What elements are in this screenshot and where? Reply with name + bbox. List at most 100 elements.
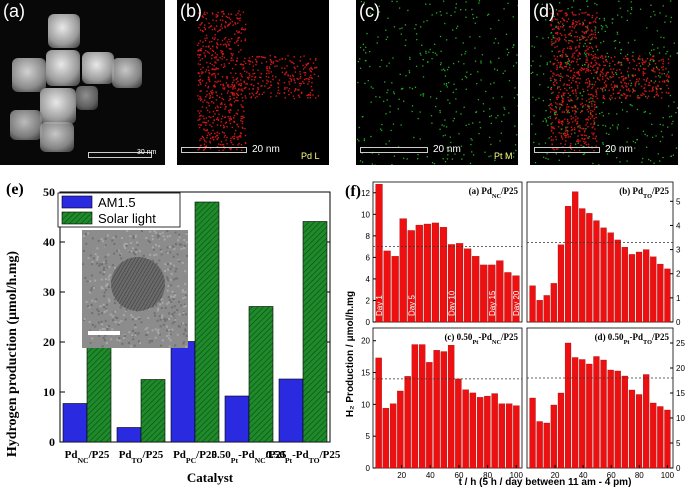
- bar: [557, 392, 565, 469]
- bar: [536, 421, 543, 469]
- bar: [383, 250, 391, 323]
- bar: [440, 351, 448, 469]
- y-tick-label: 2: [676, 270, 681, 279]
- day-annotation: Day 20: [512, 290, 521, 316]
- bar: [382, 408, 390, 469]
- bar: [657, 263, 664, 323]
- panel-label: (d): [533, 1, 555, 21]
- bar-solar: [194, 201, 220, 443]
- bar: [635, 251, 643, 323]
- legend-swatch-solar: [61, 211, 93, 225]
- y-tick-label: 0: [676, 318, 681, 327]
- legend-label: Solar light: [98, 211, 156, 226]
- panel-d-overlay-map: (d) 20 nm: [530, 0, 678, 165]
- y-tick-label: 8: [366, 232, 371, 241]
- bar: [586, 213, 593, 323]
- subplot-label: (a) PdNC/P25: [469, 186, 519, 200]
- panel-b-pd-map: (b) 20 nm Pd L: [177, 0, 329, 165]
- y-tick-label: 50: [43, 185, 55, 199]
- bar: [480, 264, 488, 323]
- bar-solar: [248, 306, 274, 443]
- panel-a-stem-image: (a) 30 nm: [0, 0, 165, 165]
- scale-bar: [88, 152, 152, 158]
- scale-text: 20 nm: [252, 144, 280, 155]
- pt-elemental-map: [356, 0, 518, 165]
- x-tick-label: 60: [607, 471, 616, 480]
- bar: [456, 243, 464, 323]
- bar: [411, 344, 419, 469]
- bar: [657, 406, 664, 469]
- bar: [423, 223, 431, 323]
- y-tick-label: 15: [361, 369, 370, 378]
- bar-solar: [140, 379, 166, 443]
- bar: [600, 227, 607, 323]
- bar: [579, 208, 586, 323]
- bar: [375, 184, 383, 323]
- bar: [607, 232, 614, 323]
- bar: [455, 378, 462, 469]
- bar: [407, 230, 415, 323]
- bar-am15: [62, 403, 88, 443]
- x-tick-label: 0.50Pt-PdTO/P25: [266, 449, 340, 465]
- bar: [643, 374, 650, 469]
- map-dots: [197, 10, 320, 152]
- y-tick-label: 20: [43, 335, 55, 349]
- panel-label: (a): [3, 1, 25, 21]
- bar: [536, 300, 543, 323]
- legend-label: AM1.5: [98, 195, 136, 210]
- bar: [469, 392, 477, 469]
- y-tick-label: 10: [361, 400, 370, 409]
- scale-text: 20 nm: [605, 144, 633, 155]
- bar: [614, 370, 621, 469]
- bar: [643, 249, 650, 323]
- bar: [447, 345, 455, 469]
- bar: [462, 389, 469, 469]
- y-tick-label: 10: [361, 210, 370, 219]
- y-tick-label: 3: [676, 246, 681, 255]
- bar: [391, 256, 399, 323]
- subplot: 0 1 2 3 4 5 (b) PdTO/P25: [526, 181, 681, 327]
- bar-am15: [116, 427, 142, 443]
- x-tick-label: 80: [483, 471, 492, 480]
- y-tick-label: 4: [366, 275, 371, 284]
- x-tick-label: PdNC/P25: [65, 449, 110, 465]
- bar-solar: [86, 341, 112, 443]
- element-label: Pd L: [301, 151, 320, 161]
- bar: [505, 403, 513, 469]
- bar: [426, 362, 433, 469]
- bar: [513, 405, 520, 469]
- bar: [496, 260, 504, 323]
- y-tick-label: 30: [43, 285, 55, 299]
- bar: [593, 356, 600, 469]
- bar: [543, 295, 550, 323]
- panel-label: (e): [6, 181, 24, 198]
- bar: [572, 357, 579, 469]
- scale-bar: [181, 147, 247, 153]
- y-tick-label: 20: [361, 337, 370, 346]
- y-tick-label: 5: [676, 197, 681, 206]
- bar: [564, 205, 572, 323]
- bar: [404, 376, 411, 469]
- y-tick-label: 20: [676, 364, 685, 373]
- map-background: [356, 0, 518, 165]
- bar: [389, 403, 397, 469]
- bar: [579, 359, 586, 469]
- bar: [650, 402, 657, 469]
- overlay-elemental-map: [530, 0, 678, 165]
- bar: [433, 350, 440, 469]
- x-tick-label: 20: [397, 471, 406, 480]
- day-annotation: Day 10: [448, 290, 457, 316]
- bar: [512, 275, 520, 323]
- subplot: 0 5 10 15 20 20 40 60 80 100 (c) 0.50Pt-PdNC/P25: [361, 327, 524, 480]
- bar: [529, 397, 536, 469]
- map-dots: [356, 0, 518, 165]
- day-annotation: Day 15: [488, 290, 497, 316]
- bar: [564, 342, 572, 469]
- bar: [550, 283, 557, 323]
- bar-am15: [278, 378, 304, 443]
- x-tick-label: 100: [510, 471, 524, 480]
- y-tick-label: 6: [366, 253, 371, 262]
